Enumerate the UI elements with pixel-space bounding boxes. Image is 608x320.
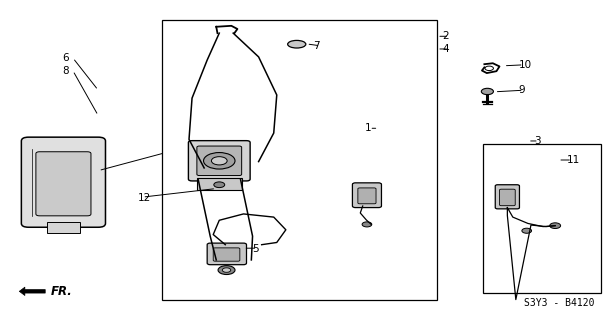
Text: 2: 2 [442,31,449,41]
Circle shape [218,266,235,275]
FancyBboxPatch shape [207,243,246,265]
FancyBboxPatch shape [496,185,519,209]
FancyBboxPatch shape [353,183,381,208]
Text: 4: 4 [442,44,449,54]
Text: 10: 10 [519,60,532,70]
Text: 5: 5 [252,244,259,254]
FancyBboxPatch shape [213,248,240,261]
Text: FR.: FR. [51,285,73,298]
Circle shape [362,222,371,227]
Circle shape [212,157,227,165]
FancyBboxPatch shape [358,188,376,204]
Text: 1: 1 [365,123,371,133]
Text: 6: 6 [62,53,69,63]
Circle shape [550,223,561,228]
Bar [483,144,601,293]
FancyBboxPatch shape [188,141,250,181]
Text: 8: 8 [62,66,69,76]
FancyBboxPatch shape [21,137,105,227]
Circle shape [223,268,231,272]
Text: S3Y3 - B4120: S3Y3 - B4120 [524,298,595,308]
Circle shape [485,66,494,70]
FancyBboxPatch shape [500,189,515,206]
Text: 12: 12 [137,193,151,203]
Bar [197,178,241,190]
Circle shape [522,228,531,233]
Ellipse shape [288,40,306,48]
Text: 9: 9 [519,85,525,95]
Circle shape [482,88,494,95]
Text: 7: 7 [313,41,320,51]
Bar [47,222,80,233]
Bar [162,20,437,300]
Text: 11: 11 [567,155,581,165]
Circle shape [214,182,225,188]
Circle shape [204,153,235,169]
Text: 3: 3 [534,136,541,146]
FancyBboxPatch shape [36,152,91,216]
FancyBboxPatch shape [197,146,241,176]
